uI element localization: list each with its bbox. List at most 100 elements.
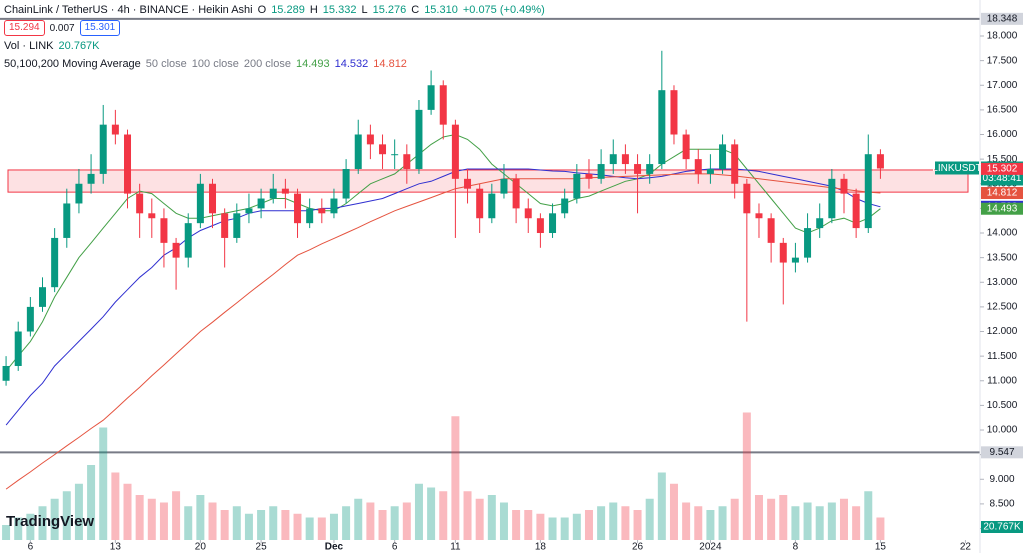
ma-value: 14.812	[373, 58, 407, 70]
volume-bar	[62, 491, 71, 540]
volume-bar	[633, 510, 642, 540]
x-tick-label: 26	[632, 542, 644, 553]
x-tick-label: 25	[256, 542, 268, 553]
volume-title: Vol · LINK	[4, 40, 54, 52]
volume-bar	[293, 513, 302, 540]
sell-button[interactable]: 15.294	[4, 20, 45, 36]
candle-body	[330, 198, 338, 214]
ma-value: 14.493	[295, 58, 330, 70]
candle-body	[464, 178, 472, 189]
volume-bar	[718, 506, 727, 540]
candle-body	[318, 208, 326, 214]
candle-body	[706, 168, 714, 174]
volume-bar	[147, 498, 156, 540]
symbol-title: ChainLink / TetherUS · 4h · BINANCE · He…	[4, 4, 253, 16]
volume-bar	[815, 506, 824, 540]
volume-bar	[269, 506, 278, 540]
volume-bar	[839, 498, 848, 540]
candle-body	[731, 144, 739, 184]
volume-bar	[196, 495, 205, 540]
y-tick-label: 17.500	[987, 55, 1018, 66]
volume-bar	[791, 506, 800, 540]
candle-body	[63, 203, 71, 238]
volume-bar	[439, 491, 448, 540]
candle-body	[804, 228, 812, 258]
volume-label: 20.767K	[983, 522, 1021, 533]
trade-row: 15.294 0.007 15.301	[4, 20, 545, 36]
ma-name: 50 close	[145, 58, 187, 70]
candle-body	[294, 193, 302, 224]
ma-value: 14.532	[334, 58, 369, 70]
volume-bar	[657, 472, 666, 540]
volume-bar	[159, 502, 168, 540]
volume-bar	[38, 506, 47, 540]
zone	[7, 169, 969, 193]
candle-body	[221, 213, 229, 238]
volume-bar	[548, 517, 557, 540]
volume-bar	[742, 412, 751, 540]
candle-body	[257, 198, 265, 209]
logo: TradingView	[6, 513, 95, 530]
volume-bar	[852, 506, 861, 540]
candle-body	[609, 154, 617, 165]
candle-body	[184, 223, 192, 258]
candle-body	[342, 168, 350, 199]
volume-bar	[730, 498, 739, 540]
candle-body	[160, 218, 168, 243]
volume-bar	[390, 506, 399, 540]
volume-bar	[305, 517, 314, 540]
volume-bar	[50, 498, 59, 540]
price-line-label-bg	[981, 162, 1023, 175]
volume-bar	[402, 502, 411, 540]
candle-body	[51, 237, 59, 288]
volume-bar	[14, 517, 23, 540]
price-axis-bg	[980, 0, 1024, 553]
volume-bar	[669, 483, 678, 540]
candle-body	[536, 218, 544, 234]
ma-label-bg	[981, 187, 1023, 200]
hline-label-bg	[981, 12, 1023, 25]
candle-body	[427, 85, 435, 110]
y-tick-label: 17.000	[987, 80, 1018, 91]
hline-label: 9.547	[989, 447, 1014, 458]
volume-bar	[329, 513, 338, 540]
volume-bar	[621, 506, 630, 540]
volume-bar	[87, 465, 96, 540]
volume-bar	[779, 495, 788, 540]
candle-body	[75, 183, 83, 204]
volume-bar	[232, 506, 241, 540]
buy-button[interactable]: 15.301	[79, 20, 121, 36]
x-tick-label: 2024	[699, 542, 722, 553]
volume-bar	[208, 502, 217, 540]
x-tick-label: 11	[450, 542, 461, 553]
symbol-row: ChainLink / TetherUS · 4h · BINANCE · He…	[4, 2, 545, 18]
candle-body	[269, 188, 277, 199]
y-tick-label: 10.000	[987, 425, 1018, 436]
volume-bar	[354, 498, 363, 540]
x-tick-label: 20	[195, 542, 207, 553]
volume-legend: Vol · LINK 20.767K	[4, 38, 545, 54]
candle-body	[111, 124, 119, 135]
y-tick-label: 13.500	[987, 252, 1018, 263]
ohlc-key: O	[257, 4, 267, 16]
volume-bar	[754, 495, 763, 540]
x-tick-label: 15	[875, 542, 887, 553]
y-tick-label: 13.000	[987, 277, 1018, 288]
volume-bar	[475, 498, 484, 540]
volume-bar	[536, 513, 545, 540]
candle-body	[136, 193, 144, 214]
candle-body	[524, 208, 532, 219]
ohlc-key: H	[309, 4, 318, 16]
ma-title: 50,100,200 Moving Average	[4, 58, 141, 70]
candle-body	[233, 213, 241, 238]
candle-body	[500, 178, 508, 194]
change: +0.075 (+0.49%)	[462, 4, 545, 16]
y-tick-label: 16.000	[987, 129, 1018, 140]
volume-bar	[342, 506, 351, 540]
candle-body	[39, 287, 47, 307]
candle-body	[403, 154, 411, 169]
ma-label-bg	[981, 202, 1023, 215]
candle-body	[791, 257, 799, 263]
candle-body	[779, 242, 787, 263]
